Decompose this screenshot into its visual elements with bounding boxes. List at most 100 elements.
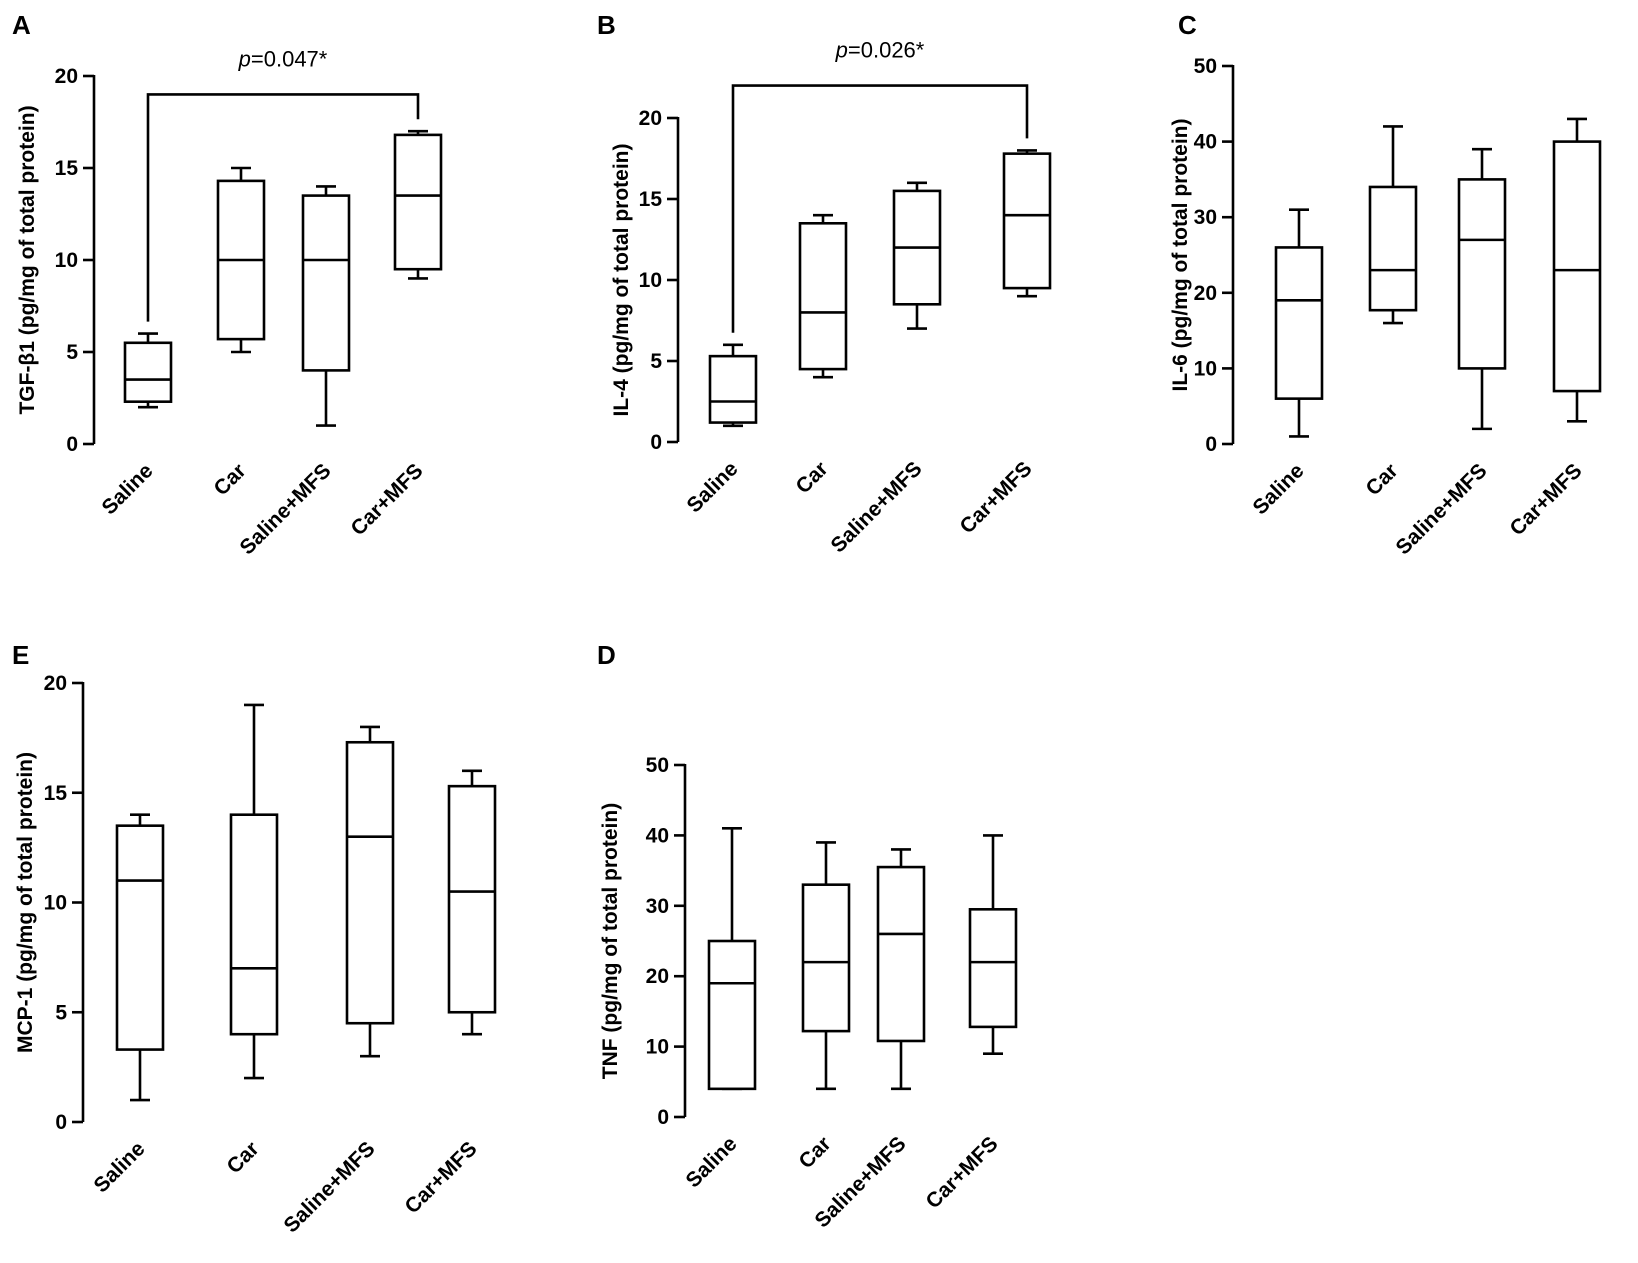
iqr-box (123, 341, 173, 403)
category-label: Car (223, 1137, 264, 1178)
significance-bracket (146, 93, 420, 322)
category-label: Saline+MFS (236, 459, 336, 559)
box-car (1368, 125, 1418, 325)
box-saline-mfs (345, 725, 395, 1058)
panel-e: E 0 5 10 15 20 MCP-1 (pg/mg of total protein) S… (12, 640, 497, 1237)
box-saline (115, 813, 165, 1102)
category-label: Car+MFS (346, 459, 427, 540)
category-label: Saline (98, 459, 158, 519)
category-label: Car (792, 457, 833, 498)
box-car-mfs (968, 834, 1018, 1055)
y-axis-label: TGF-β1 (pg/mg of total protein) (16, 105, 39, 414)
y-tick-label: 5 (55, 1001, 67, 1024)
y-tick-label: 40 (1194, 131, 1217, 154)
y-tick-label: 15 (44, 782, 68, 805)
iqr-box (1274, 246, 1324, 400)
y-axis-label: IL-4 (pg/mg of total protein) (610, 144, 633, 417)
panel-letter: A (12, 10, 31, 40)
y-tick-label: 10 (646, 1036, 669, 1059)
box-saline-mfs (892, 181, 942, 330)
iqr-box (798, 222, 848, 371)
y-tick-label: 20 (1194, 282, 1217, 305)
category-label: Car+MFS (400, 1137, 481, 1218)
category-label: Saline+MFS (1392, 459, 1492, 559)
iqr-box (876, 865, 926, 1043)
y-axis-label: MCP-1 (pg/mg of total protein) (14, 752, 37, 1053)
iqr-box (447, 784, 497, 1014)
box-saline (707, 827, 757, 1091)
panel-a: A 0 5 10 15 20 TGF-β1 (pg/mg of total protein)… (12, 10, 443, 559)
y-tick-label: 20 (646, 965, 669, 988)
y-tick-label: 50 (646, 754, 669, 777)
p-value-label: p=0.047* (238, 46, 328, 71)
y-tick-label: 10 (55, 249, 78, 272)
iqr-box (301, 194, 351, 372)
y-tick-label: 10 (1194, 357, 1217, 380)
iqr-box (708, 354, 758, 424)
panel-letter: C (1178, 10, 1197, 40)
box-car-mfs (447, 769, 497, 1036)
iqr-box (1552, 140, 1602, 393)
panel-c: C 0 10 20 30 40 50 IL-6 (pg/mg of total protein… (1169, 10, 1602, 559)
iqr-box (393, 133, 443, 271)
category-label: Saline+MFS (827, 457, 927, 557)
category-label: Car+MFS (955, 457, 1036, 538)
y-tick-label: 30 (646, 895, 669, 918)
significance-bracket (731, 84, 1029, 333)
category-label: Car+MFS (921, 1132, 1002, 1213)
box-saline-mfs (876, 848, 926, 1091)
box-car (798, 213, 848, 379)
category-label: Saline (682, 1132, 742, 1192)
y-tick-label: 20 (639, 107, 662, 130)
y-tick-label: 0 (1205, 433, 1217, 456)
y-tick-label: 50 (1194, 55, 1217, 78)
iqr-box (345, 740, 395, 1025)
y-tick-label: 5 (650, 350, 662, 373)
box-car-mfs (1552, 117, 1602, 423)
panel-d: D 0 10 20 30 40 50 TNF (pg/mg of total protein)… (597, 640, 1018, 1232)
box-saline (123, 332, 173, 409)
y-axis-label: TNF (pg/mg of total protein) (599, 803, 622, 1079)
panel-b: B 0 5 10 15 20 IL-4 (pg/mg of total protein) Sa… (597, 10, 1052, 557)
category-label: Saline (1249, 459, 1309, 519)
box-car (229, 703, 279, 1080)
iqr-box (115, 824, 165, 1051)
panel-letter: D (597, 640, 616, 670)
box-saline-mfs (1457, 147, 1507, 431)
p-symbol: p (238, 46, 251, 71)
y-tick-label: 10 (639, 269, 662, 292)
iqr-box (229, 813, 279, 1036)
iqr-box (1002, 152, 1052, 290)
category-label: Car (210, 459, 251, 500)
p-value: =0.047* (251, 46, 328, 71)
y-tick-label: 20 (55, 65, 78, 88)
y-tick-label: 0 (55, 1111, 67, 1134)
category-label: Saline (683, 457, 743, 517)
box-car-mfs (1002, 149, 1052, 298)
y-tick-label: 15 (639, 188, 663, 211)
p-value: =0.026* (848, 38, 925, 63)
panel-letter: B (597, 10, 616, 40)
category-label: Car+MFS (1505, 459, 1586, 540)
iqr-box (801, 883, 851, 1033)
box-saline (708, 343, 758, 428)
y-tick-label: 10 (44, 892, 67, 915)
y-axis-label: IL-6 (pg/mg of total protein) (1169, 119, 1192, 392)
panel-letter: E (12, 640, 29, 670)
y-tick-label: 30 (1194, 206, 1217, 229)
iqr-box (707, 939, 757, 1091)
iqr-box (1457, 178, 1507, 370)
y-tick-label: 5 (66, 341, 78, 364)
y-tick-label: 20 (44, 672, 67, 695)
y-tick-label: 0 (657, 1106, 669, 1129)
category-label: Car (795, 1132, 836, 1173)
category-label: Car (1362, 459, 1403, 500)
box-saline (1274, 208, 1324, 438)
p-symbol: p (835, 38, 848, 63)
iqr-box (968, 908, 1018, 1029)
y-tick-label: 15 (55, 157, 79, 180)
y-tick-label: 0 (650, 431, 662, 454)
category-label: Saline (90, 1137, 150, 1197)
box-saline-mfs (301, 185, 351, 427)
